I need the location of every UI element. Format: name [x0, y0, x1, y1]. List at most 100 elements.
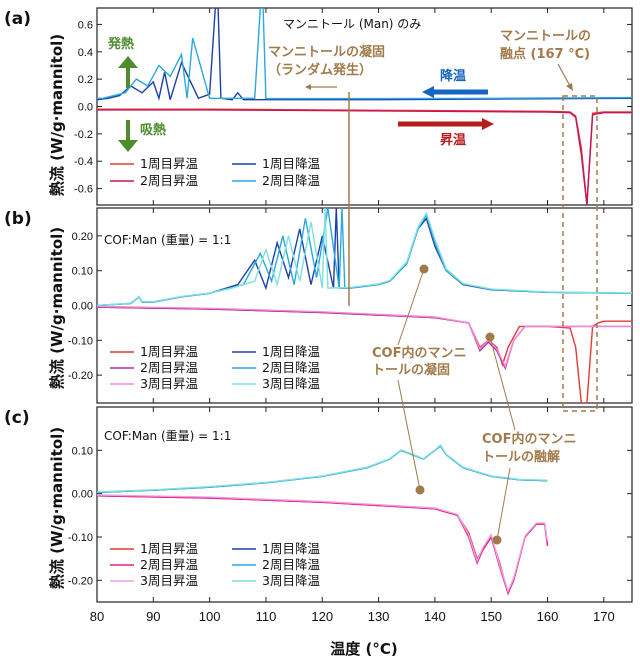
cof-melt-leader-1 — [489, 336, 516, 431]
xtick-label: 150 — [480, 609, 502, 624]
series-line — [97, 494, 549, 594]
melt-label-line1: マンニトールの — [500, 29, 591, 44]
ytick-label: 0.10 — [72, 266, 93, 278]
melting-point-box — [562, 95, 598, 412]
panel-a-label: (a) — [4, 9, 31, 29]
x-axis: 80 90 100 110 120 130 140 150 160 170 — [90, 609, 615, 624]
cross-panel-annotations — [348, 92, 598, 545]
ytick-label: -0.20 — [68, 575, 93, 587]
legend-entry: 2周目降温 — [262, 173, 320, 188]
exo-arrow-icon — [118, 56, 138, 88]
panel-a-yticks: 0.6 0.4 0.2 0.0 -0.2 -0.4 -0.6 — [74, 8, 632, 205]
exo-label: 発熱 — [107, 36, 134, 52]
panel-b-ylabel: 熱流 (W/g·mannitol) — [48, 227, 66, 389]
ytick-label: -0.6 — [74, 184, 93, 196]
ytick-label: 0.20 — [72, 231, 93, 243]
legend-entry: 1周目昇温 — [140, 156, 198, 171]
xtick-label: 80 — [90, 609, 104, 624]
cof-melt-label-line1: COF内のマンニ — [482, 431, 576, 447]
x-axis-label: 温度 (°C) — [330, 640, 397, 658]
series-line — [97, 8, 632, 100]
panel-c-ylabel: 熱流 (W/g·mannitol) — [48, 427, 66, 589]
heating-arrow-icon — [482, 118, 494, 130]
xtick-label: 130 — [368, 609, 390, 624]
panel-a: (a) 熱流 (W/g·mannitol) マンニトール (Man) のみ 0.… — [4, 7, 633, 206]
solid-arrow-icon — [305, 84, 311, 90]
panel-a-ylabel: 熱流 (W/g·mannitol) — [48, 34, 66, 196]
cof-solid-label-line1: COF内のマンニ — [372, 345, 466, 361]
ytick-label: -0.20 — [68, 370, 93, 382]
panel-c-frame — [96, 406, 633, 603]
series-line — [97, 444, 548, 493]
series-line — [97, 8, 632, 101]
xtick-label: 160 — [537, 609, 559, 624]
series-line — [97, 305, 632, 369]
ytick-label: 0.10 — [72, 445, 93, 457]
endo-arrow-icon — [118, 120, 138, 152]
legend-entry: 1周目降温 — [262, 344, 320, 359]
solid-label-line2: （ランダム発生） — [268, 62, 372, 78]
melt-arrow-icon — [566, 83, 573, 91]
melt-arrow-line — [557, 63, 571, 87]
legend-entry: 1周目昇温 — [140, 541, 198, 556]
cooling-arrow-icon — [422, 86, 434, 98]
ytick-label: -0.4 — [74, 156, 93, 168]
panel-b-label: (b) — [4, 209, 32, 229]
ytick-label: -0.2 — [74, 129, 93, 141]
cooling-label: 降温 — [440, 68, 466, 84]
panel-a-legend: 1周目昇温 2周目昇温 1周目降温 2周目降温 — [110, 156, 320, 188]
endo-label: 吸熱 — [140, 122, 166, 138]
xtick-label: 100 — [199, 609, 221, 624]
ytick-label: 0.0 — [78, 102, 93, 114]
legend-entry: 1周目降温 — [262, 156, 320, 171]
ytick-label: 0.00 — [72, 301, 93, 313]
series-line — [97, 109, 632, 205]
ytick-label: 0.2 — [78, 74, 93, 86]
cof-melt-leader-2 — [496, 467, 511, 541]
panel-b-title: COF:Man (重量) = 1:1 — [104, 233, 231, 247]
legend-entry: 3周目降温 — [262, 376, 320, 391]
panel-b-yticks: 0.20 0.10 0.00 -0.10 -0.20 — [68, 208, 632, 403]
panel-c-label: (c) — [4, 408, 30, 428]
legend-entry: 2周目降温 — [262, 557, 320, 572]
legend-entry: 2周目昇温 — [140, 360, 198, 375]
panel-c: (c) 熱流 (W/g·mannitol) COF:Man (重量) = 1:1… — [4, 406, 633, 603]
ytick-label: 0.4 — [78, 47, 93, 59]
ytick-label: -0.10 — [68, 532, 93, 544]
solid-label-line1: マンニトールの凝固 — [268, 44, 385, 60]
panel-a-series — [97, 8, 632, 205]
panel-a-title: マンニトール (Man) のみ — [283, 17, 421, 31]
panel-b-series — [97, 208, 632, 403]
xtick-label: 90 — [146, 609, 160, 624]
cof-solid-leader-2 — [397, 379, 421, 491]
legend-entry: 1周目昇温 — [140, 344, 198, 359]
legend-entry: 2周目昇温 — [140, 173, 198, 188]
ytick-label: 0.00 — [72, 489, 93, 501]
legend-entry: 1周目降温 — [262, 541, 320, 556]
xtick-label: 120 — [311, 609, 333, 624]
panel-c-yticks: 0.10 0.00 -0.10 -0.20 — [68, 407, 632, 602]
cof-solid-leader-1 — [397, 268, 425, 346]
series-line — [97, 444, 548, 494]
xtick-label: 110 — [256, 609, 277, 624]
heating-label: 昇温 — [440, 133, 466, 148]
legend-entry: 3周目昇温 — [140, 376, 198, 391]
series-line — [97, 208, 632, 307]
legend-entry: 2周目昇温 — [140, 557, 198, 572]
xtick-label: 170 — [593, 609, 615, 624]
ytick-label: 0.6 — [78, 19, 93, 31]
cof-solid-label-line2: トールの凝固 — [372, 362, 450, 378]
cof-melt-label-line2: トールの融解 — [482, 449, 560, 465]
legend-entry: 3周目昇温 — [140, 573, 198, 588]
series-line — [97, 208, 632, 307]
legend-entry: 2周目降温 — [262, 360, 320, 375]
panel-c-series — [97, 444, 549, 596]
series-line — [97, 208, 632, 307]
melt-label-line2: 融点 (167 °C) — [500, 46, 590, 62]
panel-c-title: COF:Man (重量) = 1:1 — [104, 429, 231, 443]
panel-b: (b) 熱流 (W/g·mannitol) COF:Man (重量) = 1:1… — [4, 207, 633, 404]
ytick-label: -0.10 — [68, 335, 93, 347]
